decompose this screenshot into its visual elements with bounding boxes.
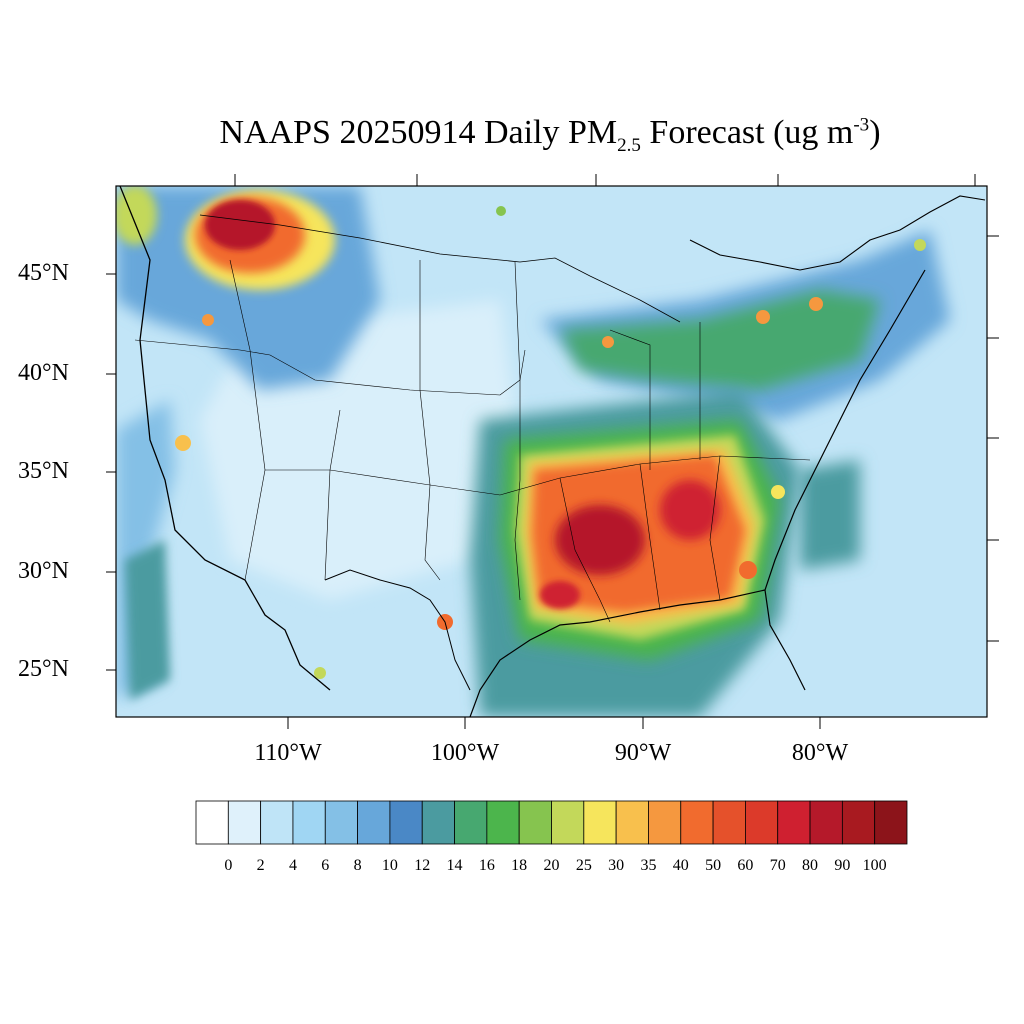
colorbar-label: 80 bbox=[802, 857, 818, 875]
colorbar-swatch bbox=[552, 801, 584, 844]
colorbar-label: 100 bbox=[863, 857, 887, 875]
lat-label-40n: 40°N bbox=[18, 360, 69, 387]
colorbar-label: 0 bbox=[224, 857, 232, 875]
colorbar-swatch bbox=[648, 801, 680, 844]
colorbar-label: 16 bbox=[479, 857, 495, 875]
colorbar-swatch bbox=[455, 801, 487, 844]
colorbar-swatch bbox=[584, 801, 616, 844]
colorbar-swatch bbox=[196, 801, 228, 844]
colorbar-swatch bbox=[487, 801, 519, 844]
colorbar-swatch bbox=[293, 801, 325, 844]
colorbar-swatch bbox=[390, 801, 422, 844]
colorbar-label: 18 bbox=[511, 857, 527, 875]
colorbar-label: 12 bbox=[414, 857, 430, 875]
colorbar-swatch bbox=[261, 801, 293, 844]
lon-label-90w: 90°W bbox=[615, 740, 671, 767]
colorbar-label: 14 bbox=[447, 857, 463, 875]
colorbar-label: 20 bbox=[544, 857, 560, 875]
colorbar-label: 90 bbox=[834, 857, 850, 875]
colorbar-swatch bbox=[228, 801, 260, 844]
colorbar-label: 6 bbox=[321, 857, 329, 875]
colorbar-swatch bbox=[681, 801, 713, 844]
lon-label-100w: 100°W bbox=[431, 740, 499, 767]
colorbar-swatch bbox=[810, 801, 842, 844]
colorbar-label: 50 bbox=[705, 857, 721, 875]
lat-label-30n: 30°N bbox=[18, 558, 69, 585]
colorbar-label: 35 bbox=[640, 857, 656, 875]
colorbar-swatch bbox=[745, 801, 777, 844]
colorbar-swatch bbox=[358, 801, 390, 844]
colorbar bbox=[196, 801, 907, 844]
colorbar-label: 10 bbox=[382, 857, 398, 875]
colorbar-label: 2 bbox=[257, 857, 265, 875]
concentration-field bbox=[113, 185, 987, 717]
lat-label-45n: 45°N bbox=[18, 260, 69, 287]
colorbar-swatch bbox=[422, 801, 454, 844]
lat-label-35n: 35°N bbox=[18, 458, 69, 485]
colorbar-swatch bbox=[778, 801, 810, 844]
colorbar-swatch bbox=[713, 801, 745, 844]
colorbar-swatch bbox=[842, 801, 874, 844]
colorbar-label: 40 bbox=[673, 857, 689, 875]
colorbar-swatch bbox=[616, 801, 648, 844]
colorbar-label: 4 bbox=[289, 857, 297, 875]
lon-label-80w: 80°W bbox=[792, 740, 848, 767]
colorbar-label: 30 bbox=[608, 857, 624, 875]
colorbar-label: 70 bbox=[770, 857, 786, 875]
lat-label-25n: 25°N bbox=[18, 656, 69, 683]
colorbar-label: 8 bbox=[354, 857, 362, 875]
colorbar-label: 60 bbox=[737, 857, 753, 875]
colorbar-swatch bbox=[519, 801, 551, 844]
lon-label-110w: 110°W bbox=[254, 740, 321, 767]
colorbar-label: 25 bbox=[576, 857, 592, 875]
colorbar-swatch bbox=[875, 801, 907, 844]
colorbar-swatch bbox=[325, 801, 357, 844]
